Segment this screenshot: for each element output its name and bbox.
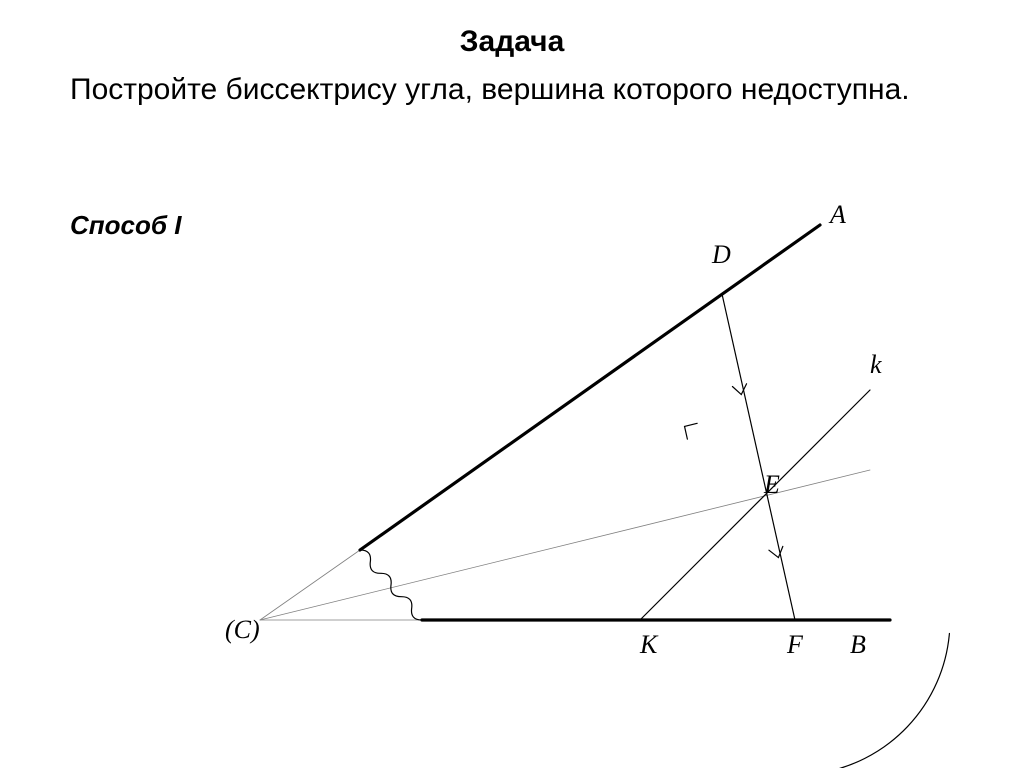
point-label-E: E [764, 470, 780, 500]
geometry-diagram [0, 0, 1024, 768]
point-label-B: B [850, 630, 866, 660]
point-label-k: k [870, 350, 882, 380]
point-label-A: A [830, 200, 846, 230]
point-label-D: D [712, 240, 731, 270]
point-label-F: F [787, 630, 803, 660]
point-label-K: K [640, 630, 657, 660]
point-label-C: (С) [225, 615, 260, 645]
